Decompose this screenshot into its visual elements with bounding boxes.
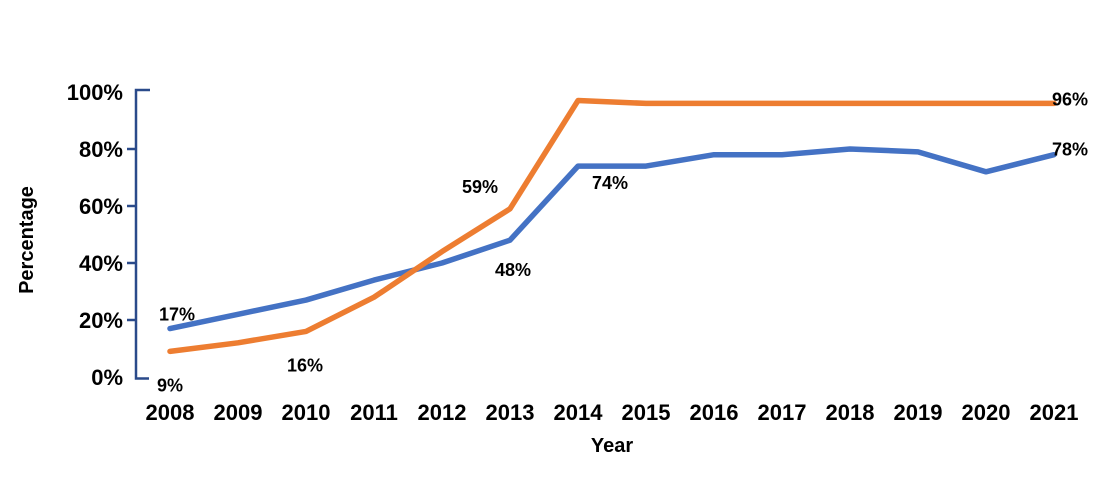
- y-axis-line: [134, 88, 150, 380]
- x-tick-label: 2016: [690, 400, 739, 425]
- x-tick-label: 2017: [758, 400, 807, 425]
- y-tick-label: 60%: [79, 194, 123, 219]
- blue-series-line: [167, 146, 1057, 332]
- x-tick-label: 2013: [486, 400, 535, 425]
- y-tick-label: 80%: [79, 137, 123, 162]
- data-point-label: 59%: [462, 177, 498, 197]
- x-tick-label: 2008: [146, 400, 195, 425]
- data-point-label: 16%: [287, 355, 323, 375]
- x-tick-label: 2019: [894, 400, 943, 425]
- y-tick-label: 100%: [67, 80, 123, 105]
- y-tick-label: 0%: [91, 365, 123, 390]
- data-point-label: 9%: [157, 375, 183, 395]
- y-tick-label: 20%: [79, 308, 123, 333]
- data-point-label: 17%: [159, 305, 195, 325]
- x-tick-label: 2018: [826, 400, 875, 425]
- x-axis-title: Year: [591, 435, 633, 457]
- x-tick-label: 2009: [214, 400, 263, 425]
- orange-series-line: [167, 97, 1057, 355]
- x-tick-label: 2021: [1030, 400, 1079, 425]
- x-tick-label: 2014: [554, 400, 604, 425]
- y-tick-label: 40%: [79, 251, 123, 276]
- data-point-label: 74%: [592, 173, 628, 193]
- x-tick-label: 2015: [622, 400, 671, 425]
- data-point-label: 48%: [495, 260, 531, 280]
- x-tick-label: 2010: [282, 400, 331, 425]
- y-axis-title: Percentage: [16, 186, 38, 294]
- x-tick-label: 2020: [962, 400, 1011, 425]
- data-point-label: 96%: [1052, 89, 1088, 109]
- x-tick-label: 2012: [418, 400, 467, 425]
- x-tick-label: 2011: [350, 400, 398, 425]
- data-point-label: 78%: [1052, 140, 1088, 160]
